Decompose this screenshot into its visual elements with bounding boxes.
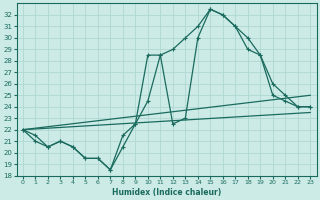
X-axis label: Humidex (Indice chaleur): Humidex (Indice chaleur) bbox=[112, 188, 221, 197]
